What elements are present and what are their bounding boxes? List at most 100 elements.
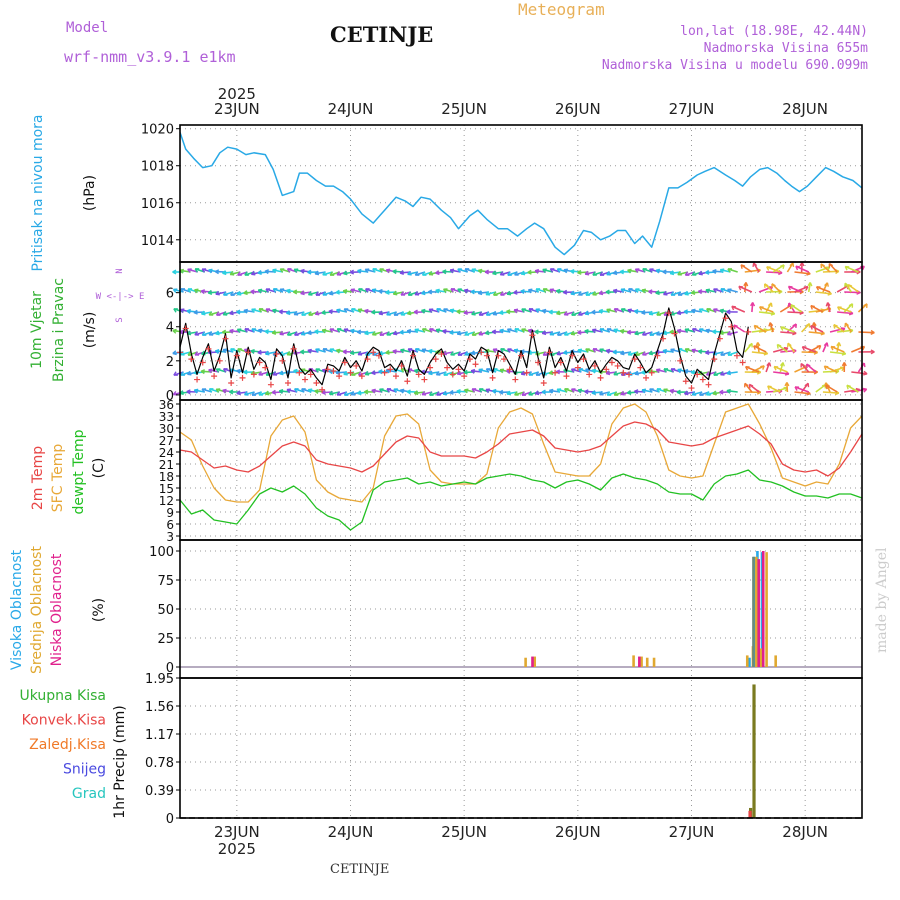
wind-arrow-head <box>605 348 611 352</box>
wind-tick-label: 6 <box>166 287 174 302</box>
pressure-line <box>179 132 863 256</box>
wind-arrow-head <box>805 286 809 291</box>
wind-arrow-head <box>429 391 433 396</box>
wind-arrow-head <box>335 289 340 294</box>
wind-arrow-head <box>506 309 511 313</box>
wind-arrow-head <box>200 369 205 372</box>
wind-arrow-head <box>485 311 490 316</box>
wind-arrow-head <box>328 290 333 295</box>
wind-arrow-head <box>371 370 376 374</box>
wind-arrow-head <box>676 389 681 393</box>
altitude-info: Nadmorska Visina 655m <box>703 41 868 56</box>
wind-arrow-head <box>656 311 660 316</box>
wind-arrow-head <box>641 369 646 374</box>
wind-gust-marker <box>711 356 718 363</box>
wind-gust-marker <box>705 381 712 388</box>
wind-arrow-head <box>286 288 291 292</box>
wind-arrow-head <box>541 330 546 334</box>
wind-arrow-head <box>613 288 618 292</box>
temperature-tick-label: 3 <box>166 530 174 544</box>
wind-arrow-head <box>677 328 682 332</box>
wind-gust-marker <box>455 366 462 373</box>
wind-arrow-head <box>870 351 875 355</box>
wind-arrow-head <box>243 369 248 373</box>
wind-arrow-head <box>243 290 248 294</box>
wind-arrow-head <box>208 268 213 271</box>
wind-arrow-head <box>491 329 497 333</box>
wind-arrow-head <box>357 371 362 376</box>
cloud-bar <box>533 656 537 667</box>
wind-gust-marker <box>273 351 280 357</box>
wind-gust-marker <box>438 351 445 357</box>
wind-arrow-head <box>556 310 560 315</box>
wind-arrow-head <box>634 309 639 312</box>
wind-arrow-head <box>627 268 632 271</box>
wind-arrow-head <box>308 388 313 391</box>
data-series <box>177 132 863 819</box>
wind-arrow-head <box>606 391 610 396</box>
wind-arrow-head <box>677 271 681 276</box>
cloud-ylabel-high: Visoka Oblacnost <box>9 549 25 670</box>
temperature-tick-label: 15 <box>159 482 174 496</box>
wind-arrow-head <box>534 390 539 395</box>
wind-arrow-head <box>506 390 511 395</box>
wind-arrow-head <box>768 362 772 367</box>
wind-arrow-head <box>307 348 312 352</box>
wind-arrow-head <box>806 273 811 276</box>
wind-arrow-head <box>799 291 804 295</box>
wind-arrow <box>851 388 867 393</box>
wind-arrow <box>787 311 804 314</box>
wind-arrow-head <box>364 330 369 335</box>
wind-arrow-head <box>172 350 177 354</box>
wind-gust-marker <box>637 364 644 371</box>
wind-arrow-head <box>336 348 341 351</box>
wind-arrow-head <box>792 262 795 268</box>
wind-arrow-head <box>862 346 866 351</box>
wind-arrow-head <box>257 349 262 354</box>
bottom-day-label: 28JUN <box>782 823 828 841</box>
lonlat-info: lon,lat (18.98E, 42.44N) <box>680 24 868 39</box>
cloud-tick-label: 75 <box>157 574 174 589</box>
wind-gust-marker <box>688 385 695 392</box>
wind-arrow-head <box>683 390 688 395</box>
wind-compass-north: N <box>115 268 125 273</box>
temperature-tick-label: 24 <box>159 446 174 460</box>
precip-legend-item: Zaledj.Kisa <box>29 737 106 753</box>
wind-arrow-head <box>548 309 553 313</box>
wind-arrow-head <box>528 391 532 396</box>
wind-gust-marker <box>512 376 519 383</box>
wind-gust-marker <box>569 352 576 359</box>
wind-arrow-head <box>478 268 483 272</box>
wind-arrow-head <box>301 311 305 316</box>
wind-arrow-head <box>463 310 468 314</box>
cloud-bar <box>748 657 751 667</box>
wind-arrow-head <box>350 391 355 396</box>
bottom-day-label: 27JUN <box>669 823 715 841</box>
wind-arrow-head <box>321 309 326 314</box>
cloud-bar <box>645 657 649 667</box>
wind-arrow <box>794 386 809 393</box>
wind-arrow-head <box>492 270 496 275</box>
wind-arrow-head <box>215 330 219 335</box>
wind-arrow-head <box>229 328 234 332</box>
wind-arrow-head <box>399 269 404 274</box>
wind-arrow-head <box>307 291 312 296</box>
wind-arrow-head <box>870 332 875 335</box>
wind-arrow-head <box>187 351 191 356</box>
wind-arrow-head <box>322 328 327 331</box>
wind-arrow-head <box>499 271 504 276</box>
wind-arrow-head <box>222 311 227 316</box>
wind-arrow-head <box>350 328 355 332</box>
wind-arrow-head <box>641 351 646 356</box>
wind-arrow-head <box>201 331 206 336</box>
wind-arrow-head <box>322 271 326 276</box>
wind-arrow-head <box>442 329 447 332</box>
wind-arrow-head <box>229 310 234 315</box>
wind-arrow-head <box>521 391 525 396</box>
wind-arrow-head <box>641 288 646 291</box>
wind-arrow-head <box>838 342 842 347</box>
wind-arrow <box>858 331 875 334</box>
wind-arrow-head <box>230 291 234 296</box>
wind-arrow-head <box>350 288 355 291</box>
cloud-bar <box>755 556 758 667</box>
